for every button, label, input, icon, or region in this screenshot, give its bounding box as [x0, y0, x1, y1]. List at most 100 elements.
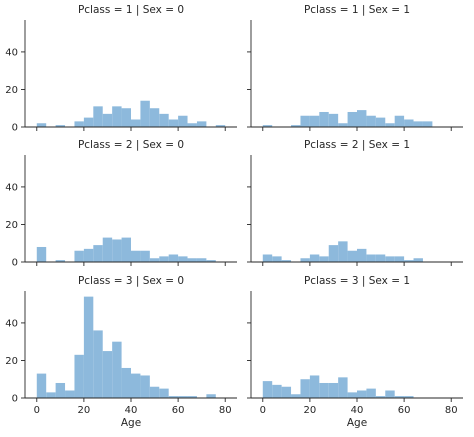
histogram-bar	[46, 392, 56, 398]
histogram-bar	[281, 386, 292, 398]
histogram-bar	[112, 239, 122, 262]
x-axis-label: Age	[121, 417, 141, 429]
panel-title: Pclass = 1 | Sex = 1	[304, 4, 410, 16]
panel-title: Pclass = 2 | Sex = 1	[304, 139, 410, 151]
histogram-bar	[83, 248, 94, 262]
histogram-bar	[93, 106, 103, 127]
histogram-bar	[394, 256, 405, 262]
histogram-bar	[36, 246, 47, 262]
histogram-bar	[83, 296, 94, 398]
y-tick-label: 0	[12, 394, 18, 405]
histogram-bar	[385, 123, 395, 127]
histogram-bar	[102, 237, 113, 262]
histogram-bar	[187, 258, 197, 262]
histogram-bar	[300, 379, 310, 398]
histogram-bar	[375, 117, 386, 127]
histogram-bar	[36, 123, 47, 127]
histogram-bar	[262, 381, 273, 398]
histogram-bar	[328, 113, 339, 127]
histogram-bar	[300, 258, 310, 262]
histogram-bar	[168, 119, 179, 127]
histogram-bar	[74, 250, 84, 262]
x-tick-label: 40	[125, 405, 138, 416]
histogram-bar	[357, 110, 367, 127]
facet-panel-2: Pclass = 1 | Sex = 1	[247, 4, 463, 131]
histogram-bar	[272, 256, 282, 262]
histogram-bar	[206, 260, 216, 262]
y-tick-label: 0	[12, 123, 18, 134]
histogram-bar	[149, 258, 160, 262]
histogram-bar	[300, 115, 310, 127]
histogram-bar	[140, 375, 150, 398]
histogram-bar	[281, 260, 292, 262]
y-tick-label: 40	[5, 47, 18, 58]
facet-panel-3: Pclass = 2 | Sex = 0 0 20 40	[5, 139, 237, 269]
histogram-bar	[168, 254, 179, 262]
histogram-bar	[36, 373, 47, 398]
histogram-bar	[74, 121, 84, 127]
y-tick-label: 20	[5, 85, 18, 96]
histogram-bar	[149, 108, 160, 127]
histogram-bar	[93, 330, 103, 398]
y-tick-label: 20	[5, 220, 18, 231]
histogram-bar	[55, 382, 66, 398]
facet-panel-4: Pclass = 2 | Sex = 1	[247, 139, 463, 266]
histogram-bar	[338, 123, 348, 127]
histogram-bar	[404, 119, 414, 127]
histogram-bar	[102, 113, 113, 127]
histogram-bar	[385, 256, 395, 262]
histogram-bar	[131, 119, 141, 127]
histogram-bar	[196, 258, 207, 262]
histogram-bar	[121, 237, 131, 262]
panel-title: Pclass = 2 | Sex = 0	[78, 139, 184, 151]
histogram-bar	[375, 254, 386, 262]
histogram-bar	[347, 250, 357, 262]
histogram-bar	[357, 390, 367, 398]
histogram-bar	[112, 341, 122, 398]
histogram-bar	[65, 390, 75, 398]
y-tick-label: 40	[5, 318, 18, 329]
x-tick-label: 60	[398, 405, 411, 416]
histogram-bar	[55, 125, 66, 127]
histogram-bar	[309, 375, 320, 398]
histogram-bar	[159, 256, 169, 262]
histogram-bar	[366, 254, 376, 262]
histogram-bar	[347, 111, 357, 127]
histogram-bar	[131, 373, 141, 398]
x-tick-label: 40	[351, 405, 364, 416]
histogram-bar	[319, 111, 329, 127]
y-tick-label: 20	[5, 356, 18, 367]
x-tick-label: 80	[445, 405, 458, 416]
facet-panel-6: Pclass = 3 | Sex = 1 0 20 40 60 80 Age	[247, 275, 463, 429]
x-tick-label: 20	[78, 405, 91, 416]
histogram-bar	[404, 260, 414, 262]
x-tick-label: 80	[219, 405, 232, 416]
histogram-bar	[422, 121, 433, 127]
x-axis-label: Age	[347, 417, 367, 429]
panel-title: Pclass = 1 | Sex = 0	[78, 4, 184, 16]
histogram-bar	[187, 396, 197, 398]
histogram-bar	[309, 115, 320, 127]
histogram-bar	[375, 396, 386, 398]
histogram-bar	[404, 396, 414, 398]
histogram-bar	[413, 258, 423, 262]
histogram-bar	[338, 241, 348, 262]
panel-title: Pclass = 3 | Sex = 1	[304, 275, 410, 287]
histogram-bar	[309, 254, 320, 262]
x-tick-label: 0	[260, 405, 266, 416]
histogram-bar	[140, 100, 150, 127]
histogram-bar	[131, 250, 141, 262]
histogram-bar	[159, 388, 169, 398]
histogram-bar	[385, 390, 395, 398]
histogram-bar	[328, 245, 339, 262]
histogram-bar	[168, 396, 179, 398]
histogram-bar	[272, 384, 282, 398]
histogram-bar	[196, 121, 207, 127]
histogram-bar	[291, 125, 301, 127]
histogram-bar	[262, 125, 273, 127]
histogram-bar	[319, 256, 329, 262]
histogram-bar	[55, 260, 66, 262]
histogram-bar	[394, 115, 405, 127]
